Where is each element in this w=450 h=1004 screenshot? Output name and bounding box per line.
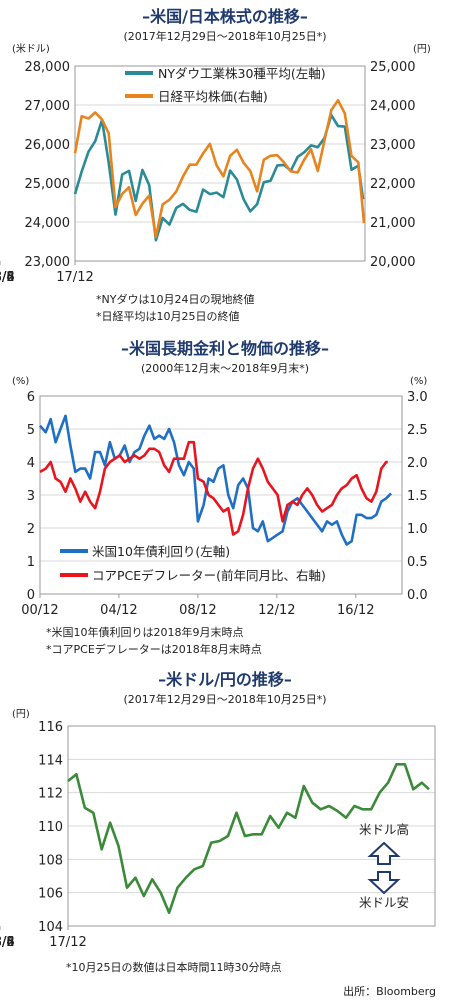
usd-strong-label: 米ドル高 [359, 822, 409, 837]
chart1-y-right-tick: 21,000 [370, 216, 416, 231]
chart1-right-unit: (円) [413, 44, 431, 55]
chart1-series-1-line [73, 99, 366, 239]
chart1-y-left-tick: 25,000 [25, 177, 71, 192]
chart2-x-tick: 04/12 [100, 603, 137, 618]
chart1-y-right-tick: 23,000 [370, 138, 416, 153]
usd-down-arrow [367, 871, 401, 895]
chart3-y-left-tick: 106 [38, 887, 63, 902]
chart3-plot-frame [67, 725, 436, 927]
chart2-y-left-tick: 5 [27, 423, 35, 438]
chart1-x-tick: 18/8 [0, 270, 15, 285]
chart1-legend-nikkei: 日経平均株価(右軸) [158, 89, 268, 104]
chart2-y-left-tick: 3 [27, 489, 35, 504]
chart1-y-right-tick: 20,000 [370, 255, 416, 270]
chart1-series-0-line [73, 113, 365, 242]
chart3-subtitle: (2017年12月29日～2018年10月25日*) [123, 692, 326, 706]
chart2-left-unit: (%) [12, 376, 29, 387]
chart2-y-right-tick: 1.0 [407, 522, 428, 537]
chart1-x-tick: 18/6 [0, 270, 15, 285]
chart2-x-tick: 16/12 [337, 603, 374, 618]
chart1-left-unit: (米ドル) [12, 42, 50, 55]
chart-usdjpy: –米ドル/円の推移– (2017年12月29日～2018年10月25日*) (円… [0, 670, 436, 974]
chart-stocks: –米国/日本株式の推移– (2017年12月29日～2018年10月25日*) … [0, 7, 431, 323]
chart2-y-right-tick: 0.5 [407, 555, 428, 570]
chart2-y-left-tick: 6 [27, 390, 35, 405]
source-label: 出所：Bloomberg [343, 984, 436, 998]
chart1-y-left-tick: 28,000 [25, 60, 71, 75]
chart2-plot-frame [39, 395, 403, 595]
chart1-y-left-tick: 23,000 [25, 255, 71, 270]
chart2-y-left-tick: 1 [27, 555, 35, 570]
chart3-title: –米ドル/円の推移– [158, 670, 292, 689]
chart2-legend-pce: コアPCEデフレーター(前年同月比、右軸) [92, 568, 326, 583]
chart2-legend-yield: 米国10年債利回り(左軸) [92, 544, 230, 559]
chart2-right-unit: (%) [410, 376, 427, 387]
chart1-legend: NYダウ工業株30種平均(左軸) 日経平均株価(右軸) [125, 66, 326, 104]
chart3-y-left-tick: 116 [38, 720, 63, 735]
usd-weak-label: 米ドル安 [359, 895, 409, 910]
chart3-left-unit: (円) [12, 709, 30, 720]
chart1-y-right-tick: 22,000 [370, 177, 416, 192]
chart3-x-tick: 18/4 [0, 935, 15, 950]
chart3-x-tick: 18/8 [0, 935, 15, 950]
chart2-x-tick: 00/12 [21, 603, 58, 618]
chart1-x-tick: 18/4 [0, 270, 15, 285]
chart2-y-right-tick: 2.0 [407, 456, 428, 471]
chart2-y-left-tick: 2 [27, 522, 35, 537]
chart2-series-0-line [39, 414, 393, 546]
chart3-note-1: *10月25日の数値は日本時間11時30分時点 [66, 960, 282, 974]
chart3-y-left-tick: 114 [38, 753, 63, 768]
chart3-y-left-tick: 104 [38, 920, 63, 935]
chart1-legend-dow: NYダウ工業株30種平均(左軸) [158, 66, 326, 81]
chart1-x-tick: 18/2 [0, 270, 15, 285]
chart2-y-left-tick: 0 [27, 588, 35, 603]
chart3-y-left-tick: 108 [38, 853, 63, 868]
chart2-y-left-tick: 4 [27, 456, 35, 471]
chart1-y-left-tick: 27,000 [25, 99, 71, 114]
chart1-note-2: *日経平均は10月25日の終値 [96, 309, 240, 323]
chart3-series-0-line [67, 762, 430, 915]
chart1-y-left-tick: 24,000 [25, 216, 71, 231]
chart2-y-right-tick: 2.5 [407, 423, 428, 438]
chart1-y-left-tick: 26,000 [25, 138, 71, 153]
chart3-x-tick: 17/12 [49, 935, 86, 950]
chart1-note-1: *NYダウは10月24日の現地終値 [96, 292, 254, 306]
chart2-y-right-tick: 0.0 [407, 588, 428, 603]
chart1-y-right-tick: 24,000 [370, 99, 416, 114]
chart3-x-tick: 18/2 [0, 935, 15, 950]
chart1-y-right-tick: 25,000 [370, 60, 416, 75]
chart1-subtitle: (2017年12月29日～2018年10月25日*) [123, 29, 326, 43]
chart2-note-1: *米国10年債利回りは2018年9月末時点 [46, 625, 244, 639]
chart2-x-tick: 08/12 [179, 603, 216, 618]
chart2-x-tick: 12/12 [258, 603, 295, 618]
chart2-note-2: *コアPCEデフレーターは2018年8月末時点 [46, 642, 262, 656]
chart3-x-tick: 18/6 [0, 935, 15, 950]
chart-rates: –米国長期金利と物価の推移– (2000年12月末～2018年9月末*) (%)… [12, 339, 428, 656]
chart1-plot-frame [74, 65, 366, 262]
chart2-title: –米国長期金利と物価の推移– [121, 339, 329, 358]
chart2-series-1-line [39, 440, 388, 536]
chart2-y-right-tick: 3.0 [407, 390, 428, 405]
chart1-title: –米国/日本株式の推移– [142, 7, 308, 26]
chart2-subtitle: (2000年12月末～2018年9月末*) [141, 361, 309, 375]
chart3-y-left-tick: 110 [38, 820, 63, 835]
chart3-y-left-tick: 112 [38, 787, 63, 802]
chart1-x-tick: 17/12 [56, 270, 93, 285]
chart2-legend: 米国10年債利回り(左軸) コアPCEデフレーター(前年同月比、右軸) [60, 544, 326, 583]
usd-up-arrow [367, 841, 401, 865]
chart2-y-right-tick: 1.5 [407, 489, 428, 504]
